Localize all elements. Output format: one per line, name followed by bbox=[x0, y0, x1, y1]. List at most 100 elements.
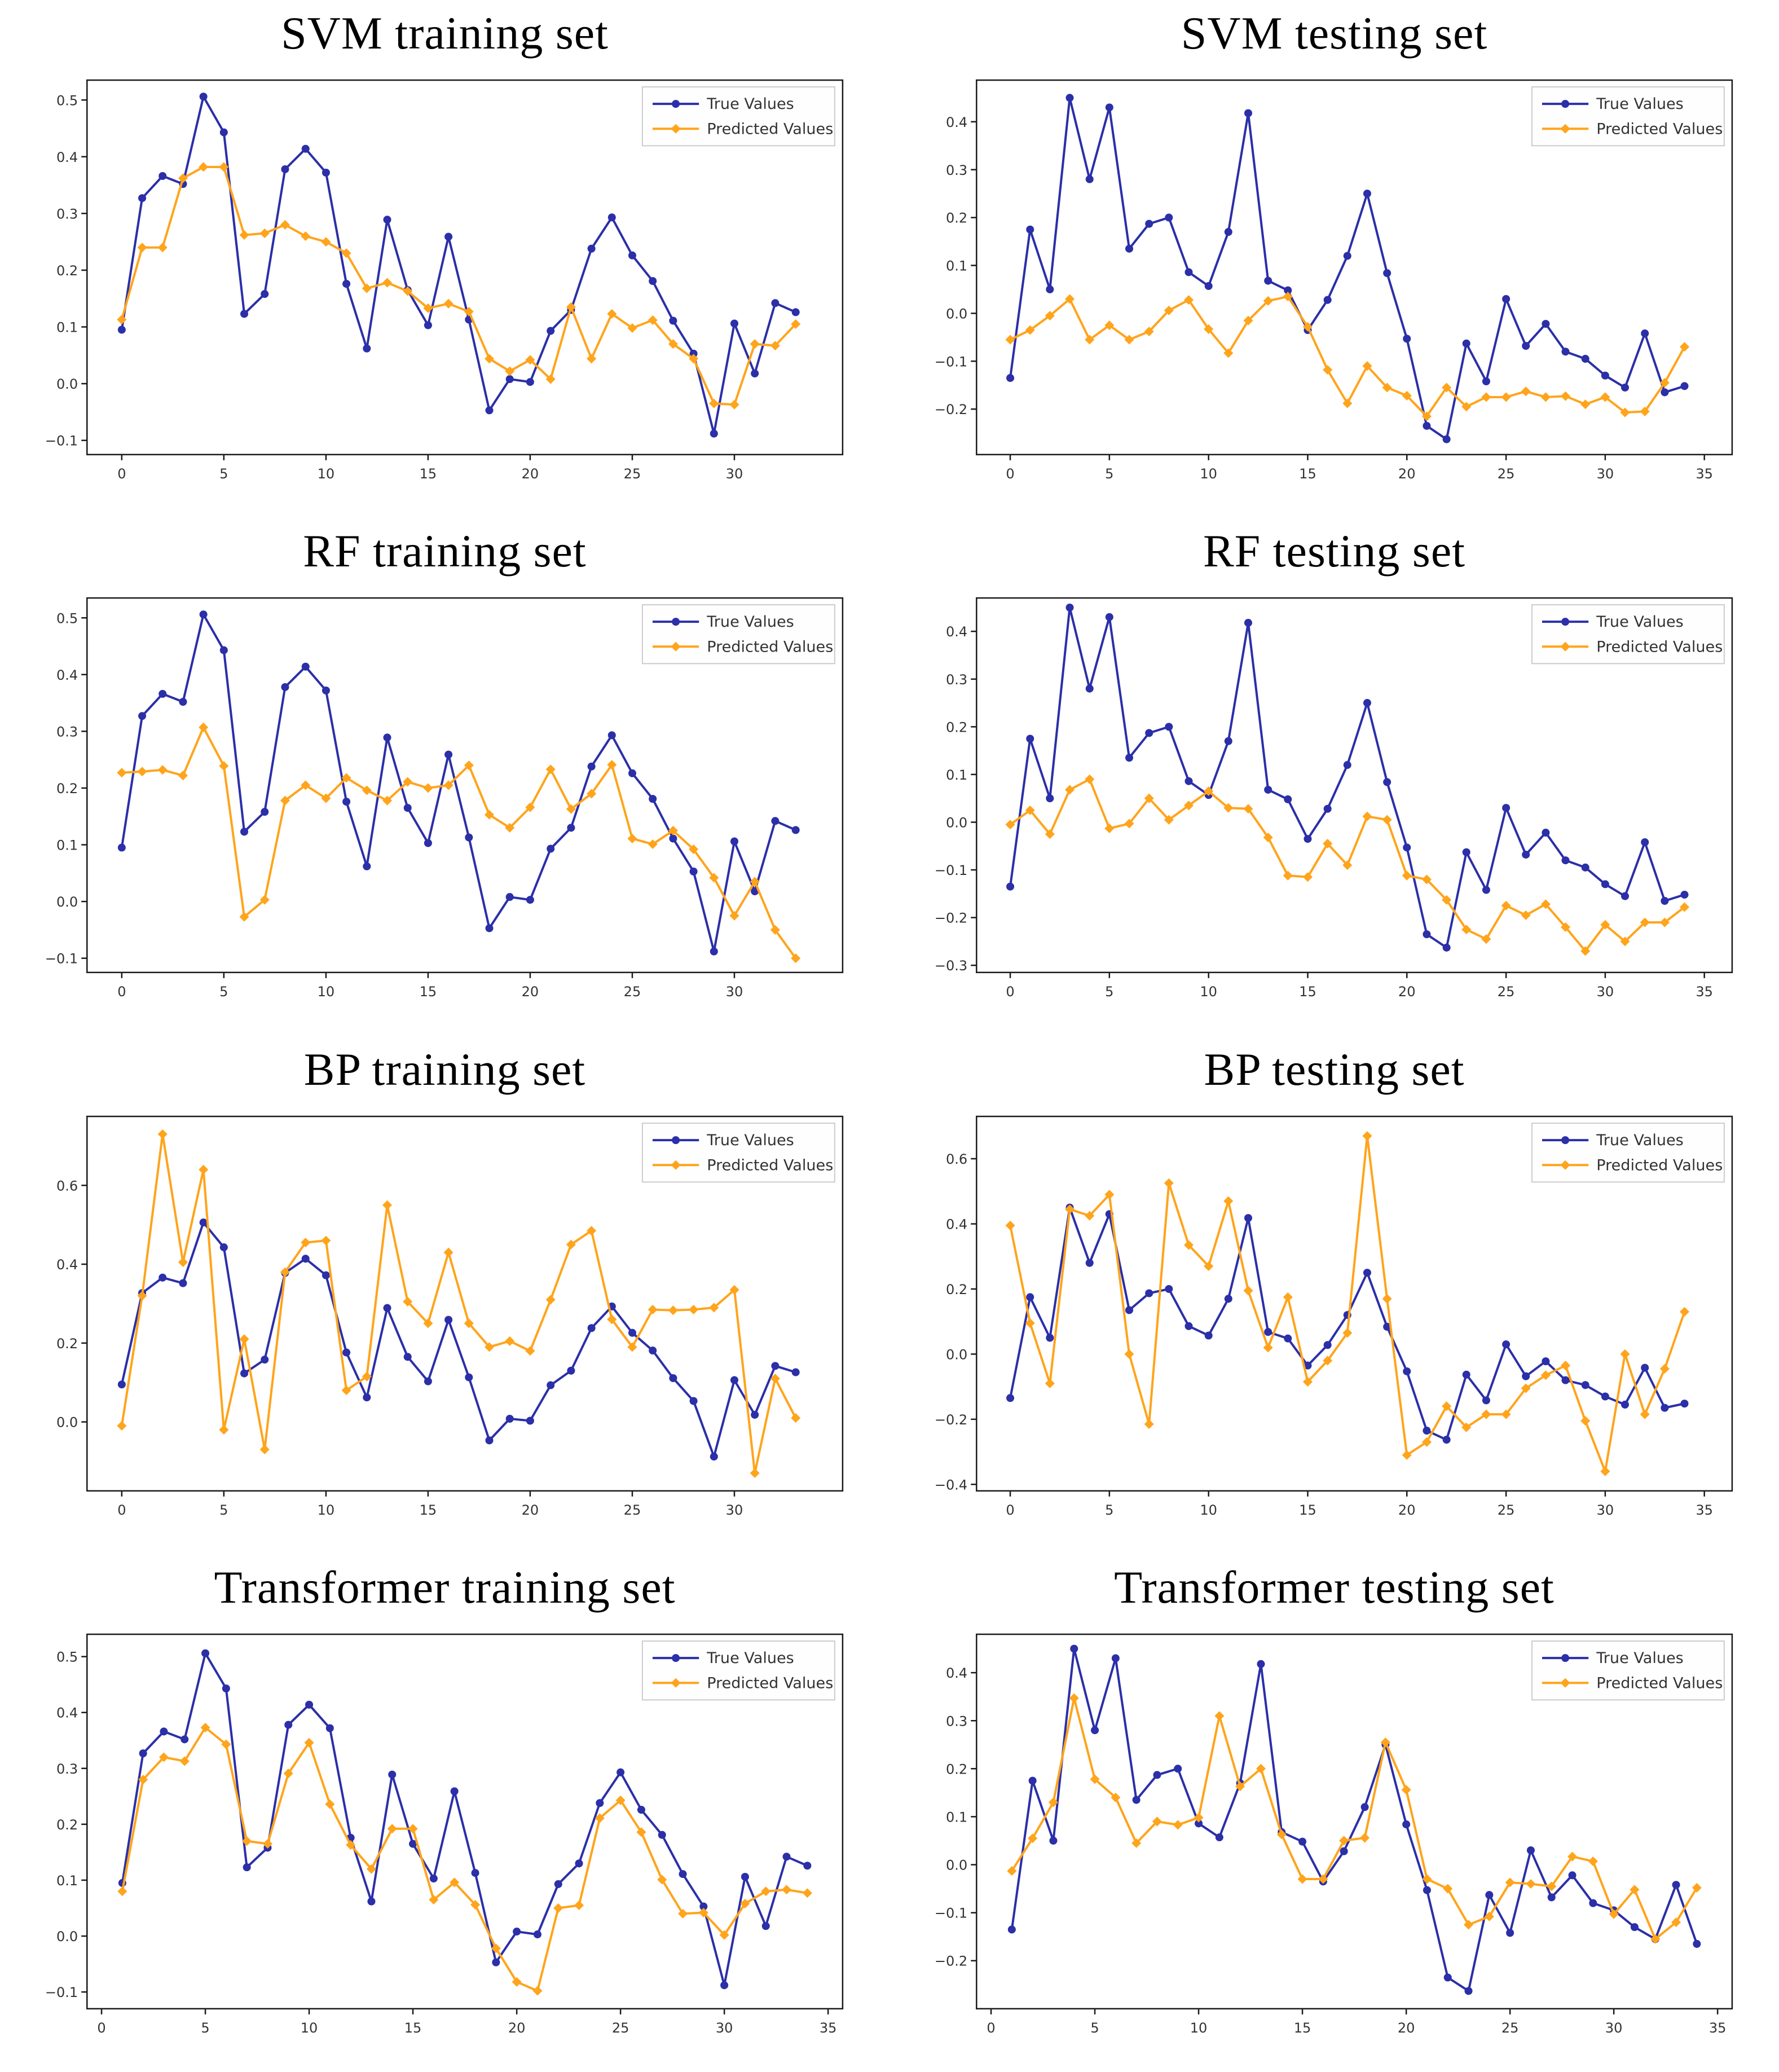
svg-text:30: 30 bbox=[715, 2020, 733, 2036]
svg-text:0.0: 0.0 bbox=[945, 815, 967, 831]
svm-testing-chart: 0.4 0.3 0.2 0.1 0.0 −0.1 −0.2 0 5 10 15 20 25 30 35 Tru… bbox=[934, 79, 1733, 482]
svg-text:20: 20 bbox=[508, 2020, 525, 2036]
chart-panel-bp-training: BP training set 0.6 0.4 0.2 0.0 0 5 10 15 20 25 30… bbox=[0, 1036, 890, 1554]
legend-entry-label: Predicted Values bbox=[707, 120, 833, 138]
svg-text:20: 20 bbox=[1398, 466, 1415, 482]
svg-text:25: 25 bbox=[1501, 2020, 1518, 2036]
svg-text:0.4: 0.4 bbox=[945, 115, 967, 130]
y-axis-ticks: 0.6 0.4 0.2 0.0 −0.2 −0.4 bbox=[934, 1151, 976, 1493]
legend: True Values Predicted Values bbox=[641, 86, 835, 147]
svg-text:0.2: 0.2 bbox=[945, 1761, 967, 1777]
predicted-values-series bbox=[1005, 1130, 1689, 1476]
chart-title-svm-testing: SVM testing set bbox=[1181, 7, 1488, 59]
y-axis-ticks: 0.4 0.3 0.2 0.1 0.0 −0.1 −0.2 −0.3 bbox=[934, 624, 976, 974]
rf-testing-chart: 0.4 0.3 0.2 0.1 0.0 −0.1 −0.2 −0.3 0 5 10 15 20 25 30 3… bbox=[934, 597, 1733, 1000]
svg-text:0.1: 0.1 bbox=[945, 1809, 967, 1825]
svg-text:15: 15 bbox=[419, 466, 437, 482]
predicted-values-line bbox=[121, 1726, 808, 1992]
predicted-values-markers bbox=[116, 162, 800, 410]
true-values-line bbox=[1010, 1647, 1698, 1992]
true-values-line bbox=[1009, 96, 1685, 441]
plot-frame bbox=[975, 1115, 1733, 1492]
svg-text:0.2: 0.2 bbox=[945, 1282, 967, 1297]
svg-text:−0.1: −0.1 bbox=[45, 951, 77, 967]
svg-text:0.1: 0.1 bbox=[945, 258, 967, 274]
predicted-values-line bbox=[120, 1133, 796, 1475]
true-values-line bbox=[120, 613, 796, 953]
svg-text:5: 5 bbox=[1105, 984, 1113, 1000]
svg-text:0.2: 0.2 bbox=[945, 720, 967, 736]
true-values-series bbox=[1007, 1644, 1701, 1995]
chart-panel-rf-testing: RF testing set 0.4 0.3 0.2 0.1 0.0 −0.1 −0.2 −0… bbox=[890, 518, 1779, 1036]
svg-text:0.4: 0.4 bbox=[945, 1216, 967, 1232]
svg-text:0.4: 0.4 bbox=[56, 1257, 77, 1273]
legend-entry-label: Predicted Values bbox=[1596, 120, 1723, 138]
svg-text:0.3: 0.3 bbox=[56, 1761, 77, 1777]
true-values-series bbox=[1006, 604, 1688, 952]
svg-text:20: 20 bbox=[521, 984, 539, 1000]
plot-frame bbox=[86, 1633, 843, 2010]
svg-text:20: 20 bbox=[521, 1502, 539, 1518]
predicted-values-series bbox=[1005, 775, 1689, 956]
svg-text:0.5: 0.5 bbox=[56, 93, 77, 108]
svg-text:30: 30 bbox=[1596, 1502, 1614, 1518]
predicted-values-series bbox=[1006, 1693, 1702, 1944]
svg-text:0.3: 0.3 bbox=[945, 162, 967, 178]
true-values-line bbox=[120, 95, 796, 435]
x-axis-ticks: 0 5 10 15 20 25 30 35 bbox=[1006, 455, 1713, 482]
svg-text:0.6: 0.6 bbox=[945, 1151, 967, 1167]
y-axis-ticks: 0.5 0.4 0.3 0.2 0.1 0.0 −0.1 bbox=[45, 1649, 87, 2000]
svg-text:20: 20 bbox=[521, 466, 539, 482]
svg-text:35: 35 bbox=[819, 2020, 836, 2036]
true-values-markers bbox=[1006, 94, 1688, 443]
chart-title-transformer-testing: Transformer testing set bbox=[1114, 1561, 1555, 1613]
svg-text:15: 15 bbox=[419, 1502, 437, 1518]
svg-text:30: 30 bbox=[1596, 984, 1614, 1000]
svg-text:0: 0 bbox=[117, 466, 126, 482]
svg-text:−0.2: −0.2 bbox=[934, 402, 967, 417]
chart-title-bp-training: BP training set bbox=[303, 1043, 586, 1095]
svg-text:0.0: 0.0 bbox=[945, 306, 967, 322]
svg-text:25: 25 bbox=[623, 984, 641, 1000]
plot-frame bbox=[975, 597, 1733, 974]
svg-text:0.2: 0.2 bbox=[56, 263, 77, 279]
svg-text:0.1: 0.1 bbox=[56, 1873, 77, 1889]
predicted-values-series bbox=[116, 162, 800, 410]
svg-text:10: 10 bbox=[317, 984, 334, 1000]
svg-text:15: 15 bbox=[1299, 984, 1316, 1000]
legend: True Values Predicted Values bbox=[1531, 604, 1725, 665]
legend: True Values Predicted Values bbox=[1531, 1122, 1725, 1183]
legend-entry-label: True Values bbox=[706, 95, 794, 113]
svg-text:0.0: 0.0 bbox=[56, 1929, 77, 1945]
svg-text:10: 10 bbox=[1200, 466, 1217, 482]
svg-text:0.3: 0.3 bbox=[56, 206, 77, 222]
svg-text:15: 15 bbox=[404, 2020, 421, 2036]
chart-panel-rf-training: RF training set 0.5 0.4 0.3 0.2 0.1 0.0 −0.1 0 5… bbox=[0, 518, 890, 1036]
svg-text:5: 5 bbox=[219, 466, 228, 482]
svg-text:0.0: 0.0 bbox=[56, 1414, 77, 1430]
rf-training-chart: 0.5 0.4 0.3 0.2 0.1 0.0 −0.1 0 5 10 15 20 25 30 True V… bbox=[45, 597, 843, 1000]
svg-text:0.4: 0.4 bbox=[945, 624, 967, 640]
svg-text:−0.1: −0.1 bbox=[934, 1906, 967, 1921]
legend: True Values Predicted Values bbox=[641, 1640, 835, 1701]
svg-text:10: 10 bbox=[317, 1502, 334, 1518]
svg-text:5: 5 bbox=[1090, 2020, 1099, 2036]
svg-text:35: 35 bbox=[1696, 984, 1713, 1000]
svg-text:35: 35 bbox=[1708, 2020, 1726, 2036]
plot-frame bbox=[86, 79, 843, 456]
chart-title-bp-testing: BP testing set bbox=[1204, 1043, 1465, 1095]
svg-text:20: 20 bbox=[1398, 1502, 1415, 1518]
svg-text:30: 30 bbox=[725, 984, 743, 1000]
predicted-values-series bbox=[117, 1722, 812, 1996]
transformer-testing-chart: 0.4 0.3 0.2 0.1 0.0 −0.1 −0.2 0 5 10 15 20 25 30 35 Tru… bbox=[934, 1633, 1733, 2036]
svg-text:−0.1: −0.1 bbox=[934, 863, 967, 879]
svg-text:−0.1: −0.1 bbox=[45, 1985, 77, 2000]
svg-text:0.5: 0.5 bbox=[56, 1649, 77, 1665]
svg-text:0.0: 0.0 bbox=[56, 895, 77, 910]
true-values-series bbox=[117, 93, 800, 438]
predicted-values-markers bbox=[1006, 1693, 1702, 1944]
svg-text:35: 35 bbox=[1696, 466, 1713, 482]
svg-text:0: 0 bbox=[1006, 466, 1014, 482]
svg-text:35: 35 bbox=[1696, 1502, 1713, 1518]
svg-text:0.1: 0.1 bbox=[56, 320, 77, 336]
